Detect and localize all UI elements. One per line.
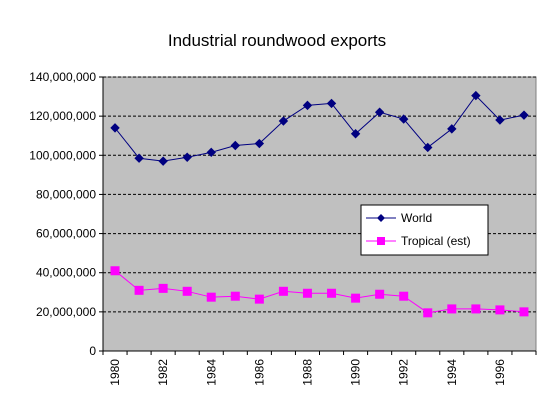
data-point (278, 286, 288, 296)
axes: 0 20,000,000 40,000,000 60,000,000 80,000,00… (29, 70, 537, 386)
y-tick-label: 100,000,000 (29, 148, 96, 162)
data-point (230, 291, 240, 301)
x-tick-label: 1992 (397, 359, 411, 386)
data-point (519, 307, 529, 317)
x-tick-label: 1994 (445, 359, 459, 386)
data-point (375, 289, 385, 299)
x-tick-label: 1980 (108, 359, 122, 386)
data-point (351, 293, 361, 303)
y-tick-label: 60,000,000 (36, 227, 96, 241)
data-point (230, 140, 241, 151)
data-point (326, 98, 337, 109)
data-point (447, 124, 457, 134)
data-point (182, 152, 192, 162)
data-point (399, 291, 409, 301)
legend-label: Tropical (est) (401, 234, 471, 248)
chart-title: Industrial roundwood exports (168, 31, 386, 50)
y-tick-label: 0 (89, 344, 96, 358)
data-point (495, 115, 505, 125)
data-point (182, 286, 192, 296)
data-point (110, 266, 120, 276)
x-tick-label: 1988 (300, 359, 314, 386)
data-point (158, 156, 168, 166)
data-point (327, 288, 337, 298)
data-point (302, 100, 313, 111)
legend-swatch-marker (377, 237, 385, 245)
data-point (206, 147, 216, 158)
x-tick-label: 1986 (252, 359, 266, 386)
series-layer (110, 90, 529, 318)
data-point (471, 90, 481, 101)
data-point (158, 283, 168, 293)
y-tick-label: 40,000,000 (36, 266, 96, 280)
x-tick-label: 1990 (349, 359, 363, 386)
data-point (423, 308, 433, 318)
data-point (350, 129, 361, 139)
data-point (495, 305, 505, 315)
data-point (423, 142, 433, 153)
data-point (254, 138, 265, 149)
x-tick-label: 1982 (156, 359, 170, 386)
data-point (519, 110, 529, 120)
x-tick-label: 1984 (204, 359, 218, 386)
data-point (374, 107, 385, 117)
data-point (254, 294, 264, 304)
data-point (134, 153, 144, 163)
y-tick-label: 20,000,000 (36, 305, 96, 319)
x-tick-label: 1996 (493, 359, 507, 386)
data-point (302, 288, 312, 298)
legend: World Tropical (est) (360, 204, 489, 256)
data-point (206, 292, 216, 302)
data-point (278, 116, 289, 126)
grid-lines (103, 76, 536, 313)
legend-label: World (401, 211, 432, 225)
legend-swatch-marker (377, 214, 385, 222)
legend-box (360, 204, 489, 256)
data-point (134, 285, 144, 295)
data-point (447, 304, 457, 314)
data-point (398, 114, 409, 124)
data-point (471, 304, 481, 314)
data-point (110, 123, 120, 133)
y-tick-label: 120,000,000 (29, 109, 96, 123)
y-tick-label: 140,000,000 (29, 70, 96, 84)
y-tick-label: 80,000,000 (36, 187, 96, 201)
